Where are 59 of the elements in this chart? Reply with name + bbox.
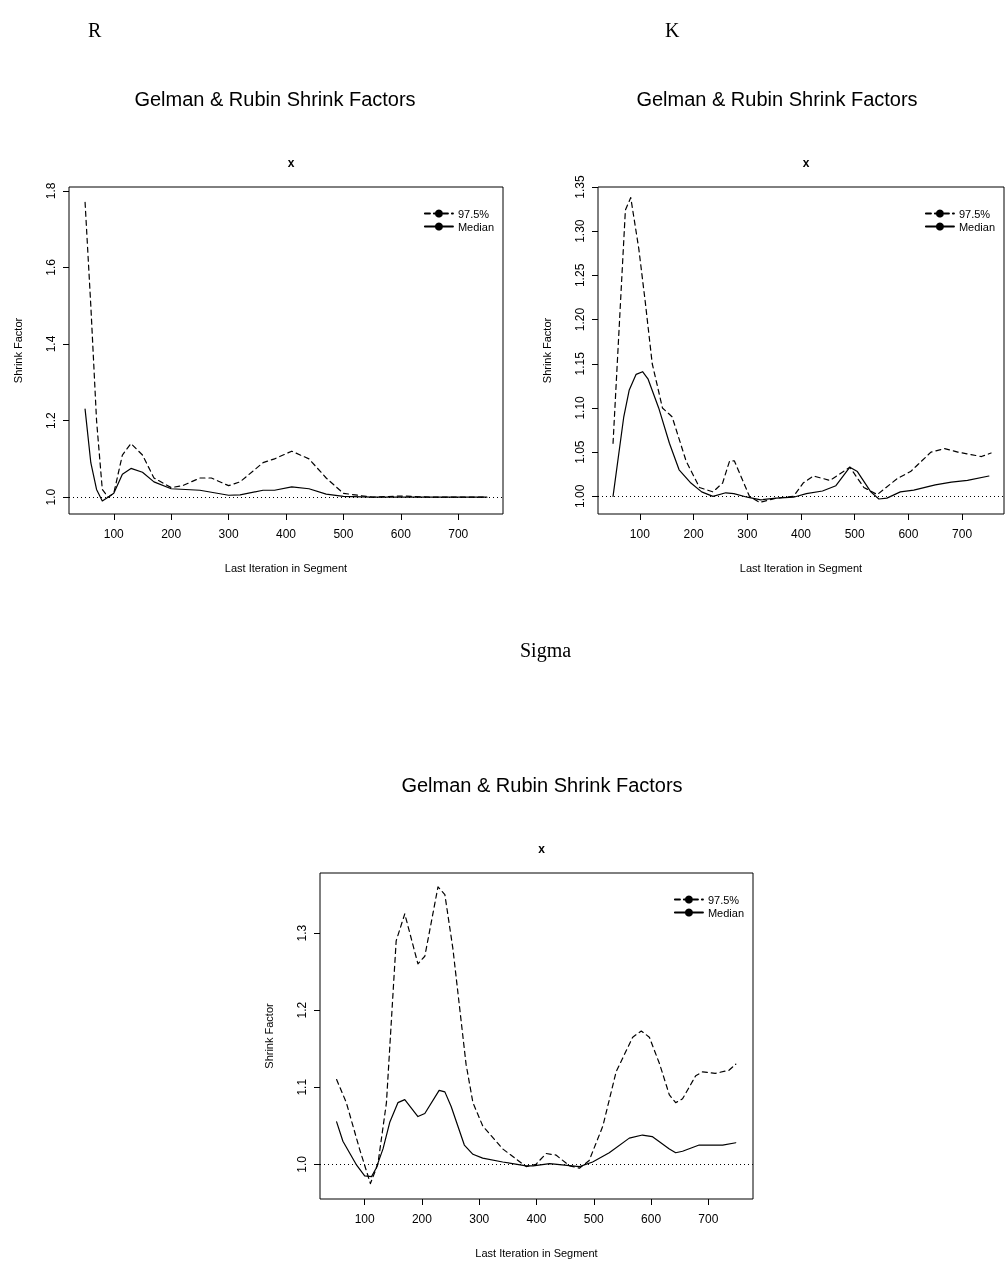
legend-label: Median [958, 220, 995, 233]
y-axis-title: Shrink Factor [262, 1002, 275, 1069]
y-tick-label: 1.10 [573, 395, 587, 420]
x-tick-label: 500 [844, 527, 866, 541]
y-tick-label: 1.05 [573, 440, 587, 464]
legend-label: Median [707, 906, 744, 919]
x-tick-label: 600 [390, 527, 412, 541]
x-tick-label: 400 [275, 527, 297, 541]
y-tick-label: 1.4 [44, 335, 58, 353]
x-axis-title: Last Iteration in Segment [224, 561, 348, 574]
chart-title: Gelman & Rubin Shrink Factors [636, 88, 918, 110]
x-tick-label: 300 [737, 527, 758, 541]
x-tick-label: 700 [448, 527, 469, 541]
x-tick-label: 500 [583, 1212, 605, 1226]
y-tick-label: 1.35 [573, 175, 587, 199]
chart-subtitle: x [287, 156, 295, 170]
x-axis-title: Last Iteration in Segment [739, 561, 863, 574]
y-axis-title: Shrink Factor [11, 317, 24, 384]
chart-title: Gelman & Rubin Shrink Factors [401, 774, 683, 796]
x-axis-title: Last Iteration in Segment [475, 1246, 598, 1259]
y-tick-label: 1.00 [573, 484, 587, 508]
y-tick-label: 1.2 [44, 411, 58, 429]
x-tick-label: 700 [952, 527, 973, 541]
y-tick-label: 1.8 [44, 182, 58, 200]
x-tick-label: 100 [629, 527, 651, 541]
x-tick-label: 400 [526, 1212, 547, 1226]
y-tick-label: 1.20 [573, 307, 587, 332]
y-tick-label: 1.25 [573, 263, 587, 288]
text: K [665, 19, 680, 41]
y-tick-label: 1.0 [295, 1155, 309, 1173]
y-tick-label: 1.6 [44, 258, 58, 276]
y-axis-title: Shrink Factor [540, 317, 553, 384]
text: R [88, 19, 102, 41]
chart-title: Gelman & Rubin Shrink Factors [134, 88, 416, 110]
chart-subtitle: x [538, 842, 546, 856]
text: Sigma [520, 639, 572, 662]
legend-label: 97.5% [707, 893, 740, 906]
x-tick-label: 500 [333, 527, 354, 541]
x-tick-label: 200 [683, 527, 704, 541]
x-tick-label: 100 [103, 527, 125, 541]
x-tick-label: 200 [161, 527, 182, 541]
x-tick-label: 300 [218, 527, 239, 541]
chart-subtitle: x [802, 156, 810, 170]
x-tick-label: 300 [469, 1212, 490, 1226]
x-tick-label: 100 [354, 1212, 376, 1226]
x-tick-label: 600 [898, 527, 919, 541]
y-tick-label: 1.0 [44, 488, 58, 506]
x-tick-label: 400 [790, 527, 812, 541]
legend-label: Median [457, 220, 494, 233]
y-tick-label: 1.15 [573, 351, 587, 376]
x-tick-label: 700 [698, 1212, 719, 1226]
legend-label: 97.5% [457, 207, 490, 220]
y-tick-label: 1.30 [573, 219, 587, 243]
legend-label: 97.5% [958, 207, 991, 220]
y-tick-label: 1.2 [295, 1001, 309, 1019]
x-tick-label: 200 [411, 1212, 433, 1226]
y-tick-label: 1.1 [295, 1078, 309, 1096]
y-tick-label: 1.3 [295, 924, 309, 942]
x-tick-label: 600 [641, 1212, 662, 1226]
